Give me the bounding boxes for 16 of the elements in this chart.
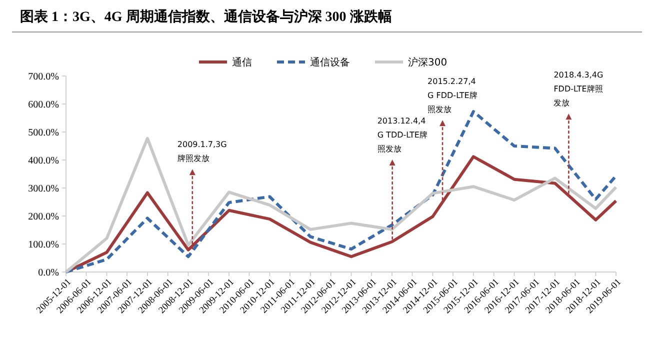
ref-line-label: 2009.1.7,3G牌照发放 <box>177 140 227 164</box>
ref-line-label: 2013.12.4,4G TDD-LTE牌照发放 <box>377 116 428 154</box>
y-tick-label: 500.0% <box>28 128 59 138</box>
chart-title: 图表 1：3G、4G 周期通信指数、通信设备与沪深 300 涨跌幅 <box>20 8 392 25</box>
ref-line-label: 2015.2.27,4G FDD-LTE牌照发放 <box>428 77 478 114</box>
legend-label: 通信 <box>232 56 252 68</box>
y-tick-label: 100.0% <box>28 240 59 250</box>
y-tick-label: 0.0% <box>38 268 59 278</box>
y-tick-label: 600.0% <box>28 100 59 110</box>
ref-line-label: 2018.4.3,4G FDD-LTE牌照发放 <box>554 70 604 108</box>
y-tick-label: 200.0% <box>28 212 59 222</box>
y-tick-label: 400.0% <box>28 156 59 166</box>
y-tick-label: 700.0% <box>28 72 59 82</box>
legend-label: 通信设备 <box>310 56 350 68</box>
y-tick-label: 300.0% <box>28 184 59 194</box>
legend-label: 沪深300 <box>408 56 448 68</box>
